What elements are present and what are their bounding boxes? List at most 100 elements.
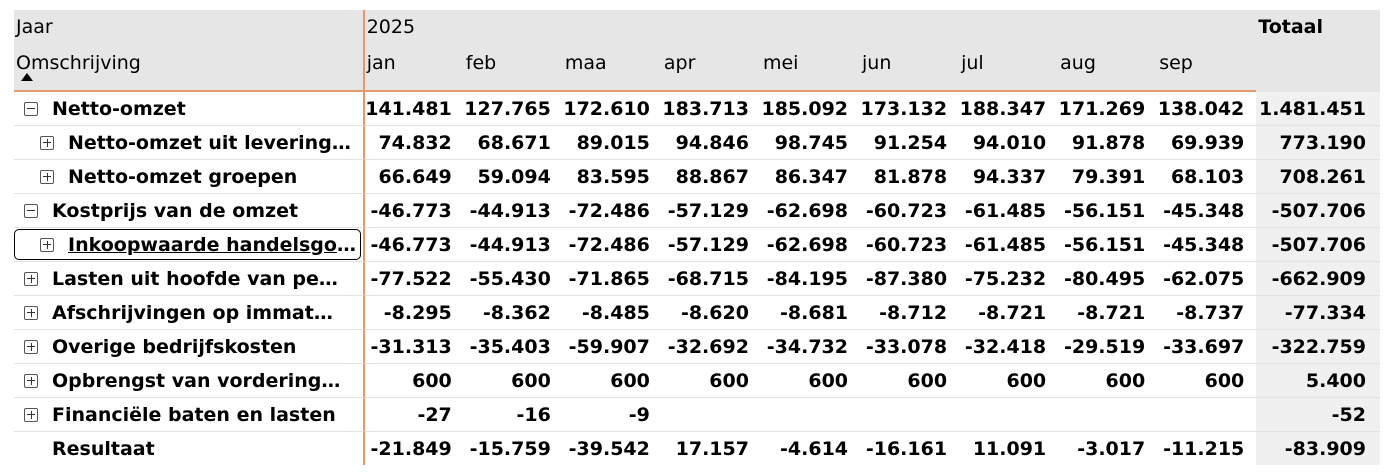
value-cell[interactable]: 138.042 bbox=[1157, 92, 1257, 126]
value-cell[interactable]: -8.737 bbox=[1157, 296, 1257, 330]
row-header-cell[interactable]: Opbrengst van vorderingen … bbox=[14, 364, 365, 398]
value-cell[interactable]: -34.732 bbox=[760, 330, 861, 364]
value-cell[interactable]: -77.522 bbox=[364, 262, 464, 296]
value-cell[interactable]: 74.832 bbox=[364, 126, 464, 160]
value-cell[interactable]: 11.091 bbox=[972, 437, 1047, 460]
value-cell[interactable]: -33.697 bbox=[1157, 330, 1257, 364]
value-cell[interactable]: -71.865 bbox=[562, 262, 662, 296]
header-month-jul[interactable]: jul bbox=[959, 46, 1059, 92]
value-cell[interactable] bbox=[959, 398, 1059, 432]
total-cell[interactable]: -52 bbox=[1256, 398, 1380, 432]
value-cell[interactable]: -8.721 bbox=[1058, 296, 1158, 330]
value-cell[interactable]: -31.313 bbox=[364, 330, 464, 364]
expand-plus-icon[interactable] bbox=[24, 339, 38, 354]
total-cell[interactable]: -662.909 bbox=[1256, 262, 1380, 296]
value-cell[interactable]: -61.485 bbox=[959, 194, 1059, 228]
value-cell[interactable]: 94.010 bbox=[959, 126, 1059, 160]
value-cell[interactable]: 600 bbox=[661, 364, 761, 398]
value-cell[interactable]: 69.939 bbox=[1157, 126, 1257, 160]
value-cell[interactable]: 600 bbox=[364, 364, 464, 398]
header-totaal[interactable]: Totaal bbox=[1256, 10, 1380, 92]
value-cell[interactable]: -62.075 bbox=[1157, 262, 1257, 296]
value-cell[interactable]: 600 bbox=[1157, 364, 1257, 398]
value-cell[interactable]: -46.773 bbox=[364, 228, 464, 262]
value-cell[interactable]: 183.713 bbox=[661, 92, 761, 126]
value-cell[interactable]: -68.715 bbox=[661, 262, 761, 296]
value-cell[interactable]: -59.907 bbox=[562, 330, 662, 364]
value-cell[interactable]: -11.215 bbox=[1163, 437, 1245, 460]
row-header-cell[interactable]: Inkoopwaarde handelsgoe… bbox=[14, 228, 365, 262]
expand-plus-icon[interactable] bbox=[40, 237, 54, 252]
value-cell[interactable]: 66.649 bbox=[364, 160, 464, 194]
value-cell[interactable]: 81.878 bbox=[860, 160, 960, 194]
header-month-jan[interactable]: jan bbox=[364, 46, 464, 92]
value-cell[interactable]: -60.723 bbox=[860, 228, 960, 262]
expand-plus-icon[interactable] bbox=[40, 169, 54, 184]
row-header-cell[interactable]: Netto-omzet uit leveringe… bbox=[14, 126, 365, 160]
row-header-cell[interactable]: Resultaat bbox=[14, 432, 365, 465]
value-cell[interactable]: -46.773 bbox=[364, 194, 464, 228]
value-cell[interactable]: -8.721 bbox=[959, 296, 1059, 330]
total-cell[interactable]: 708.261 bbox=[1256, 160, 1380, 194]
value-cell[interactable]: -57.129 bbox=[661, 194, 761, 228]
value-cell[interactable]: -39.542 bbox=[568, 437, 650, 460]
expand-plus-icon[interactable] bbox=[24, 305, 38, 320]
value-cell[interactable] bbox=[860, 398, 960, 432]
row-header-cell[interactable]: Financiële baten en lasten bbox=[14, 398, 365, 432]
value-cell[interactable]: 600 bbox=[760, 364, 861, 398]
value-cell[interactable]: 600 bbox=[860, 364, 960, 398]
value-cell[interactable]: 59.094 bbox=[463, 160, 563, 194]
value-cell[interactable]: 91.254 bbox=[860, 126, 960, 160]
value-cell[interactable]: 127.765 bbox=[463, 92, 563, 126]
header-month-maa[interactable]: maa bbox=[562, 46, 662, 92]
value-cell[interactable]: 141.481 bbox=[364, 92, 464, 126]
value-cell[interactable]: -8.681 bbox=[760, 296, 861, 330]
value-cell[interactable]: -60.723 bbox=[860, 194, 960, 228]
total-cell[interactable]: 773.190 bbox=[1256, 126, 1380, 160]
value-cell[interactable]: -75.232 bbox=[959, 262, 1059, 296]
value-cell[interactable]: 79.391 bbox=[1058, 160, 1158, 194]
value-cell[interactable]: 86.347 bbox=[760, 160, 861, 194]
value-cell[interactable]: -29.519 bbox=[1058, 330, 1158, 364]
value-cell[interactable]: 600 bbox=[463, 364, 563, 398]
header-month-apr[interactable]: apr bbox=[661, 46, 761, 92]
value-cell[interactable]: -16 bbox=[463, 398, 563, 432]
header-month-feb[interactable]: feb bbox=[463, 46, 563, 92]
header-jaar[interactable]: Jaar bbox=[14, 10, 365, 46]
value-cell[interactable] bbox=[760, 398, 861, 432]
value-cell[interactable]: -56.151 bbox=[1058, 228, 1158, 262]
value-cell[interactable]: 172.610 bbox=[562, 92, 662, 126]
value-cell[interactable]: -27 bbox=[364, 398, 464, 432]
value-cell[interactable]: -32.692 bbox=[661, 330, 761, 364]
header-month-aug[interactable]: aug bbox=[1058, 46, 1158, 92]
value-cell[interactable]: 83.595 bbox=[562, 160, 662, 194]
row-header-cell[interactable]: Kostprijs van de omzet bbox=[14, 194, 365, 228]
value-cell[interactable]: -3.017 bbox=[1077, 437, 1146, 460]
value-cell[interactable]: 600 bbox=[1058, 364, 1158, 398]
total-cell[interactable]: 5.400 bbox=[1256, 364, 1380, 398]
expand-plus-icon[interactable] bbox=[24, 271, 38, 286]
value-cell[interactable]: -32.418 bbox=[959, 330, 1059, 364]
value-cell[interactable]: 600 bbox=[562, 364, 662, 398]
value-cell[interactable]: 173.132 bbox=[860, 92, 960, 126]
value-cell[interactable]: 68.103 bbox=[1157, 160, 1257, 194]
total-cell[interactable]: 1.481.451 bbox=[1256, 92, 1380, 126]
value-cell[interactable]: 188.347 bbox=[959, 92, 1059, 126]
header-omschrijving[interactable]: Omschrijving bbox=[14, 46, 365, 92]
value-cell[interactable]: 68.671 bbox=[463, 126, 563, 160]
total-cell[interactable]: -507.706 bbox=[1256, 228, 1380, 262]
value-cell[interactable]: -62.698 bbox=[760, 194, 861, 228]
value-cell[interactable]: -87.380 bbox=[860, 262, 960, 296]
value-cell[interactable]: 94.846 bbox=[661, 126, 761, 160]
value-cell[interactable]: -61.485 bbox=[959, 228, 1059, 262]
value-cell[interactable]: -15.759 bbox=[469, 437, 551, 460]
value-cell[interactable]: -33.078 bbox=[860, 330, 960, 364]
row-header-cell[interactable]: Netto-omzet bbox=[14, 92, 365, 126]
value-cell[interactable]: -9 bbox=[562, 398, 662, 432]
total-cell[interactable]: -507.706 bbox=[1256, 194, 1380, 228]
value-cell[interactable]: -72.486 bbox=[562, 194, 662, 228]
expand-plus-icon[interactable] bbox=[40, 135, 54, 150]
value-cell[interactable]: -44.913 bbox=[463, 228, 563, 262]
row-header-cell[interactable]: Netto-omzet groepen bbox=[14, 160, 365, 194]
value-cell[interactable]: -62.698 bbox=[760, 228, 861, 262]
